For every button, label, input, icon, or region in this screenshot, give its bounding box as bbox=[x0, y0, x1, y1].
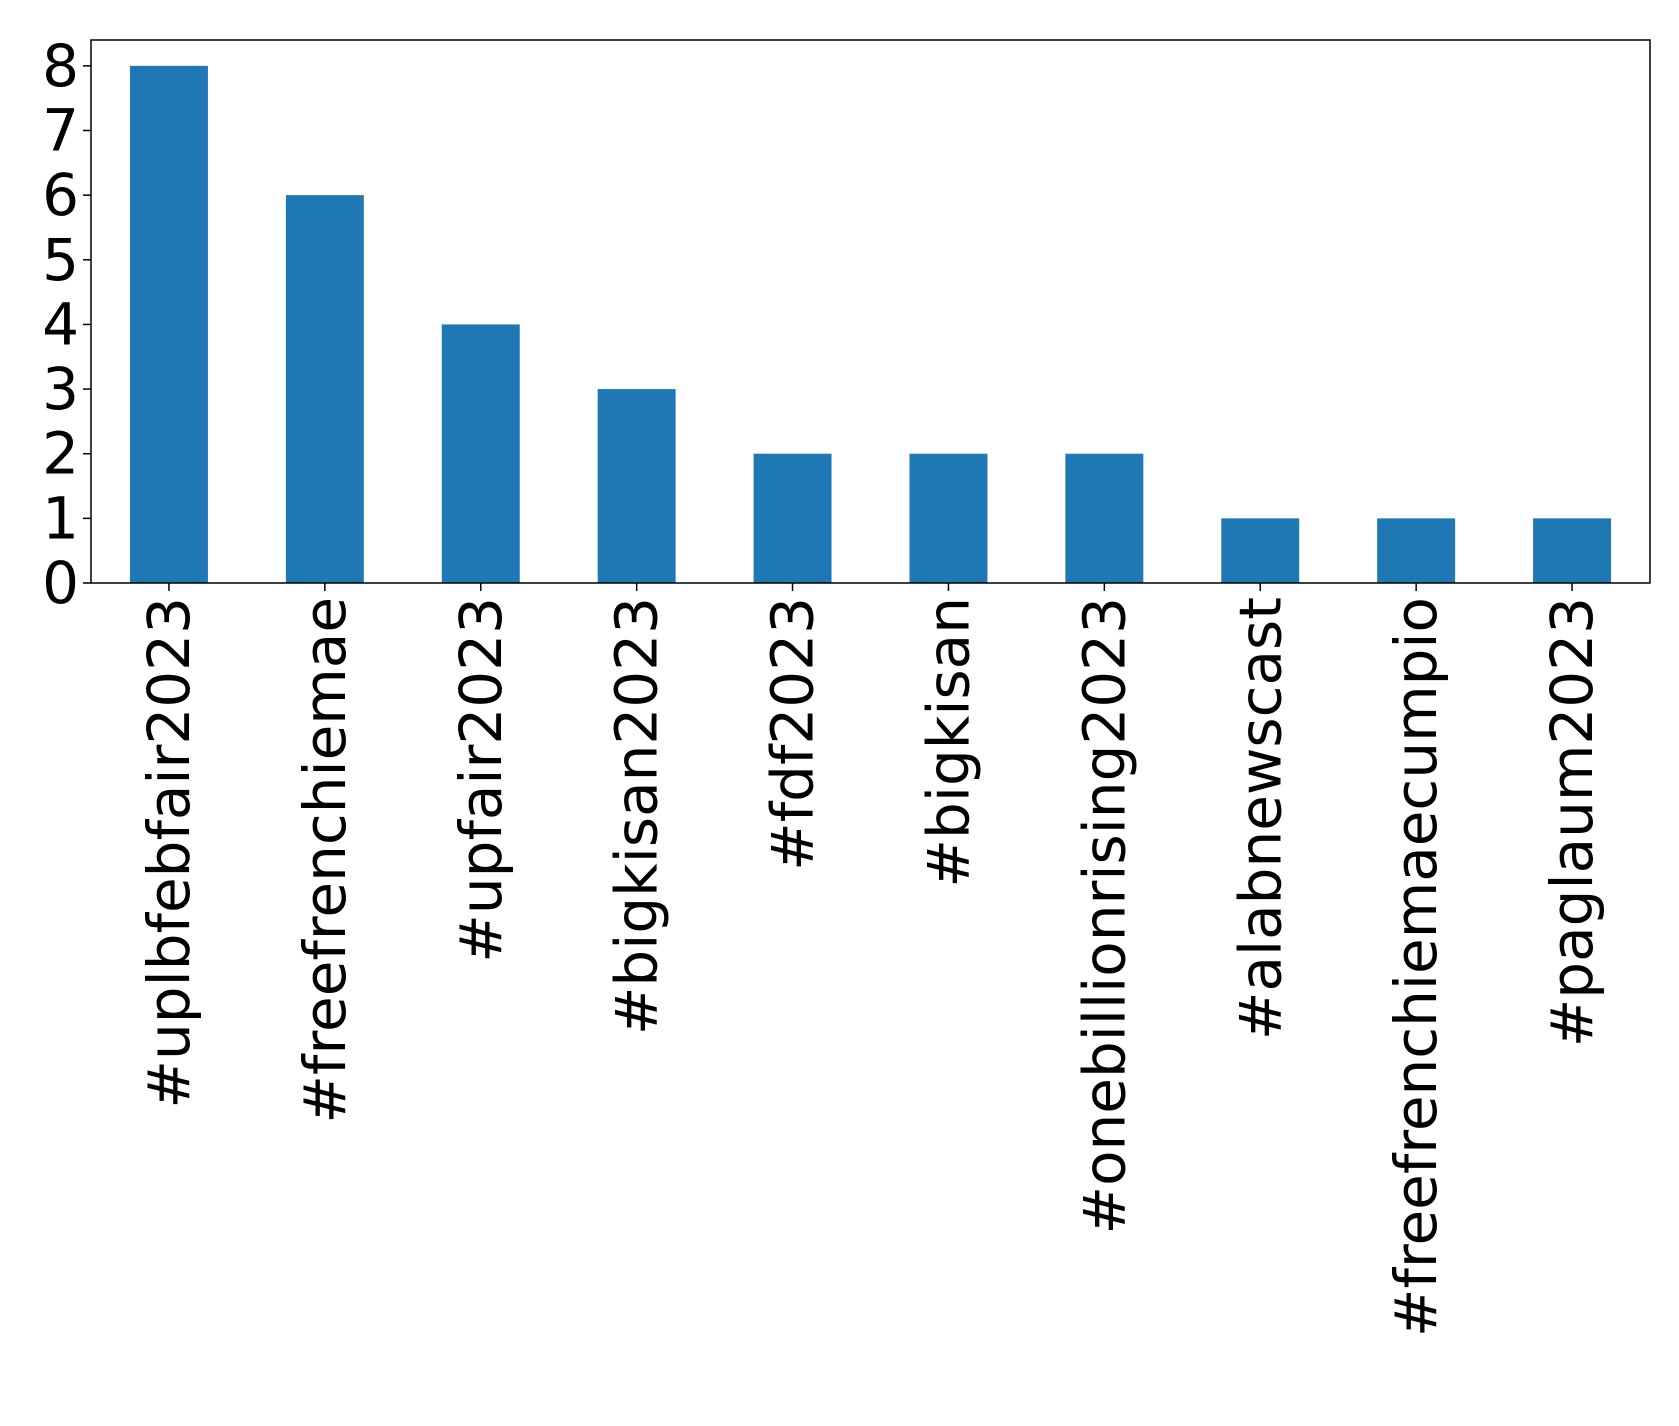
bar bbox=[597, 389, 676, 583]
y-tick-label: 2 bbox=[42, 420, 79, 488]
bar bbox=[1377, 518, 1456, 583]
y-tick-label: 7 bbox=[42, 97, 79, 165]
x-tick-label: #freefrenchiemaecumpio bbox=[1382, 597, 1450, 1337]
x-tick-label: #bigkisan bbox=[914, 597, 982, 888]
y-tick-label: 1 bbox=[42, 484, 79, 552]
bar bbox=[753, 453, 832, 583]
y-tick-label: 8 bbox=[42, 32, 79, 100]
x-tick-label: #alabnewscast bbox=[1226, 597, 1294, 1040]
x-tick-label: #paglaum2023 bbox=[1538, 597, 1606, 1047]
bar bbox=[441, 324, 520, 583]
bar bbox=[1533, 518, 1612, 583]
bar bbox=[285, 195, 364, 583]
bars-group bbox=[129, 65, 1612, 584]
x-tick-label: #upfair2023 bbox=[447, 597, 515, 963]
y-tick-label: 4 bbox=[42, 290, 79, 358]
x-tick-label: #uplbfebfair2023 bbox=[135, 597, 203, 1109]
x-axis: #uplbfebfair2023 #freefrenchiemae #upfair2… bbox=[135, 583, 1606, 1337]
x-tick-label: #onebillionrising2023 bbox=[1070, 597, 1138, 1235]
plot-frame bbox=[90, 39, 1651, 584]
y-tick-label: 6 bbox=[42, 161, 79, 229]
bar bbox=[909, 453, 988, 583]
x-tick-label: #fdf2023 bbox=[759, 597, 827, 871]
x-tick-label: #freefrenchiemae bbox=[291, 597, 359, 1124]
y-tick-label: 3 bbox=[42, 355, 79, 423]
bar bbox=[1221, 518, 1300, 583]
y-tick-label: 0 bbox=[42, 549, 79, 617]
y-tick-label: 5 bbox=[42, 226, 79, 294]
x-tick-label: #bigkisan2023 bbox=[603, 597, 671, 1035]
bar bbox=[1065, 453, 1144, 583]
bar bbox=[129, 65, 208, 584]
